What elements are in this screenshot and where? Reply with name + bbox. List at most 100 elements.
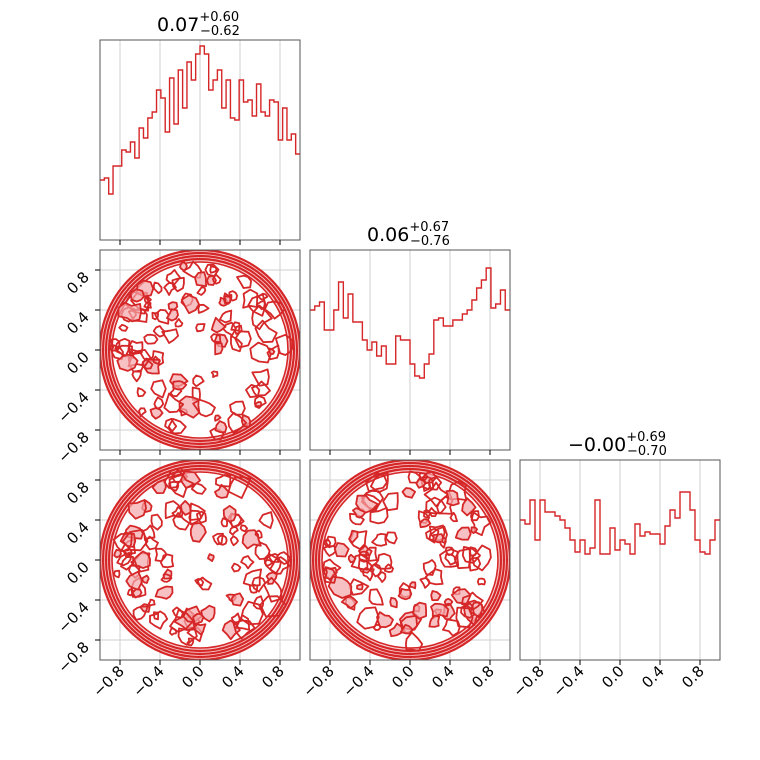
contour-x2-x3-island-59 [450,588,472,605]
xtick-label-c1-2: 0.0 [388,662,418,692]
panel-contour-x1-x2 [99,249,301,451]
ytick-label-r2-2: 0.0 [63,558,93,588]
contour-x1-x2-island-4 [196,286,207,296]
contour-x1-x2-island-32 [149,350,165,367]
xtick-label-c1-1: −0.4 [339,662,377,700]
contour-x1-x3-island-37 [196,510,207,524]
title-2-upper: +0.67 [409,220,449,235]
contour-x1-x3-island-95 [254,529,263,539]
contour-x1-x2-island-90 [167,418,187,435]
contour-x2-x3-island-98 [407,470,422,484]
contour-x1-x2-island-63 [214,414,222,422]
contour-x1-x2-island-41 [227,411,247,434]
title-hist-2: 0.06+0.67 −0.76 [367,220,450,249]
contour-x2-x3-island-3 [454,526,472,541]
contour-x2-x3-island-39 [455,606,474,629]
contour-x2-x3-island-70 [401,487,416,499]
contour-x2-x3-island-57 [470,526,478,534]
contour-x2-x3-island-94 [365,546,378,562]
contour-x2-x3-island-83 [355,494,379,514]
contour-x2-x3-island-55 [419,577,431,589]
contour-x1-x3-island-48 [235,614,251,631]
contour-x2-x3-island-67 [412,601,427,620]
contour-x1-x3-island-36 [188,509,203,526]
contour-x1-x2-island-94 [210,370,219,378]
contour-x1-x2-island-67 [114,337,131,358]
contour-x1-x2-island-17 [212,273,222,285]
contour-x1-x3-island-46 [259,595,287,618]
contour-x1-x3-island-77 [240,555,255,570]
contour-x1-x3-island-67 [120,556,135,571]
ytick-label-r1-4: 0.8 [63,268,93,298]
panel-contour-x2-x3 [309,459,511,661]
contour-x1-x3-island-73 [112,532,133,552]
contour-x2-x3-island-102 [369,507,389,525]
contour-x1-x3-island-85 [222,504,237,523]
contour-x2-x3-island-6 [471,544,492,572]
contour-x2-x3-island-24 [371,533,388,547]
contour-x1-x3-inner-ring [111,471,289,649]
contour-x2-x3-ring-1 [311,461,509,659]
panel-hist-2: 0.06+0.67 −0.76 [309,220,511,451]
contour-x1-x3-island-78 [232,619,256,640]
contour-x1-x2-island-53 [179,261,188,272]
xtick-label-c2-0: −0.8 [509,662,547,700]
xtick-label-c0-1: −0.4 [129,662,167,700]
contour-x2-x3-island-64 [461,591,484,611]
contour-x1-x3-island-89 [147,598,156,607]
contour-x2-x3-island-29 [325,535,337,549]
contour-x1-x3-island-98 [168,474,195,498]
contour-x1-x2-island-82 [143,295,152,304]
contour-x1-x3-island-97 [193,623,207,636]
contour-x2-x3-island-48 [377,571,387,583]
contour-x1-x2-island-20 [249,341,272,364]
ytick-label-r2-0: −0.8 [54,638,92,676]
contour-x1-x2-island-62 [268,347,276,355]
contour-x2-x3-island-87 [419,518,432,529]
contour-x2-x3-island-37 [476,577,486,586]
panel-contour-x1-x3 [99,459,301,661]
contour-x1-x2-island-68 [178,395,201,419]
contour-x1-x2-island-38 [240,414,251,428]
contour-x1-x3-island-59 [177,627,198,646]
contour-x1-x3-island-44 [267,553,280,563]
contour-x1-x2-island-34 [136,387,147,398]
contour-x1-x2-island-51 [180,294,200,315]
contour-x1-x2-island-31 [253,395,267,409]
contour-x1-x2-island-95 [251,368,270,387]
contour-x1-x3-island-32 [113,569,121,579]
xtick-label-c2-4: 0.8 [678,662,708,692]
contour-x1-x2-island-72 [165,269,181,286]
contour-x1-x3-island-70 [121,529,149,552]
contour-x2-x3-island-21 [461,546,481,564]
contour-x1-x3-island-81 [150,513,163,531]
contour-x1-x2-island-91 [192,398,216,418]
xtick-label-c1-4: 0.8 [468,662,498,692]
contour-x2-x3-island-97 [439,548,460,568]
contour-x1-x2-island-98 [234,330,252,349]
contour-x1-x3-island-80 [192,613,205,625]
xtick-label-c2-2: 0.0 [598,662,628,692]
contour-x1-x3-island-90 [251,576,267,593]
contour-x1-x3-island-3 [190,482,207,495]
contour-x2-x3-island-90 [356,606,380,630]
contour-x1-x3-island-54 [252,595,265,610]
contour-x2-x3-island-80 [399,624,414,635]
contour-x1-x3-island-82 [141,574,150,584]
contour-x1-x3-island-5 [172,512,191,531]
title-1-lower: −0.62 [200,24,240,39]
contour-x2-x3-island-85 [340,595,358,609]
contour-x2-x3-island-103 [322,566,337,584]
contour-x2-x3-island-104 [428,476,443,491]
contour-x1-x2-island-37 [164,417,178,433]
contour-x2-x3-island-47 [365,472,388,493]
xtick-label-c0-4: 0.8 [258,662,288,692]
contours-x2-x3 [310,460,510,660]
contour-x1-x3-island-87 [207,553,215,562]
contour-x1-x2-island-66 [275,333,294,356]
contour-x2-x3-island-40 [370,472,389,494]
contour-x1-x2-island-85 [117,301,142,323]
contour-x1-x2-island-22 [210,316,227,334]
contour-x1-x2-island-71 [131,369,142,383]
